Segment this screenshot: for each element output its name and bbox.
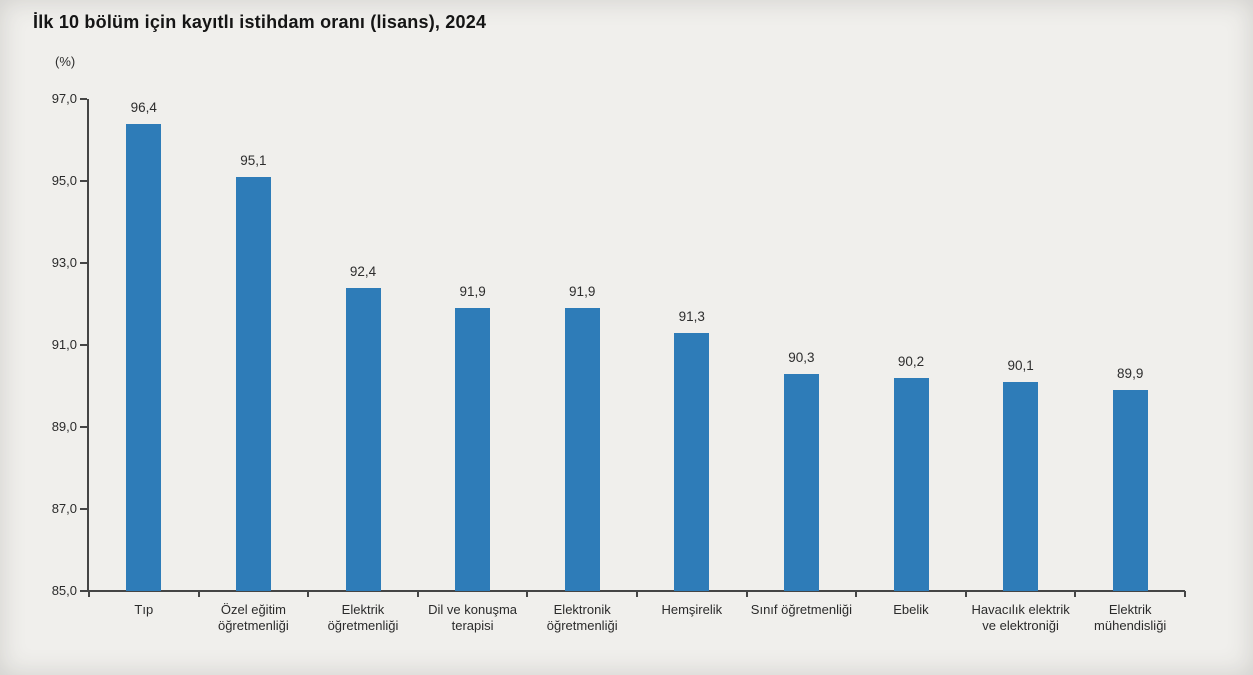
y-tick [80,98,87,100]
x-tick [197,591,200,597]
bar [1003,381,1039,591]
y-tick [80,262,87,264]
bar [235,176,271,591]
y-tick [80,426,87,428]
x-category-label: Hemşirelik [661,602,723,617]
y-tick [80,344,87,346]
x-category-label: Havacılık elektrik ve elektroniği [971,602,1070,634]
x-tick [416,591,419,597]
x-category-label: Özel eğitim öğretmenliği [217,602,289,634]
x-tick [745,591,748,597]
bar-value-label: 91,9 [569,284,596,300]
chart-title: İlk 10 bölüm için kayıtlı istihdam oranı… [33,12,487,32]
y-axis-line [87,99,89,591]
y-tick-label: 87,0 [51,501,77,516]
y-axis-unit-label: (%) [55,54,76,69]
x-category-label: Dil ve konuşma terapisi [428,602,518,634]
bar [674,332,710,591]
y-tick-label: 91,0 [51,337,77,352]
bar [345,287,381,591]
y-tick [80,508,87,510]
bar [1112,390,1148,591]
bar-value-label: 92,4 [349,263,377,279]
x-category-label: Sınıf öğretmenliği [750,602,852,617]
y-tick-label: 97,0 [51,91,77,106]
y-tick [80,590,87,592]
x-category-label: Ebelik [893,602,929,617]
x-tick [1074,591,1077,597]
x-tick [88,591,90,597]
bar [893,377,929,591]
y-tick [80,180,87,182]
x-category-label: Elektronik öğretmenliği [546,602,618,634]
bar [126,123,162,591]
x-tick [307,591,310,597]
x-tick [636,591,638,597]
bar [783,373,819,591]
bar [455,308,491,591]
x-tick [964,591,967,597]
y-tick-label: 85,0 [51,583,77,598]
x-tick [526,591,529,597]
bar-value-label: 91,9 [459,284,486,300]
y-tick-label: 93,0 [51,255,77,270]
bar-value-label: 90,3 [788,349,815,365]
bar [564,308,600,591]
bar-value-label: 91,3 [678,308,705,324]
y-tick-label: 95,0 [51,173,77,188]
bar-value-label: 96,4 [130,99,157,115]
bar-value-label: 90,2 [897,353,925,369]
bar-value-label: 90,1 [1007,357,1034,373]
bar-value-label: 95,1 [240,152,267,168]
bar-value-label: 89,9 [1117,366,1144,382]
x-tick [1184,591,1186,597]
x-tick [855,591,858,597]
x-category-label: Tıp [134,602,154,617]
x-category-label: Elektrik mühendisliği [1094,602,1167,634]
x-category-label: Elektrik öğretmenliği [327,602,399,634]
y-tick-label: 89,0 [51,419,77,434]
